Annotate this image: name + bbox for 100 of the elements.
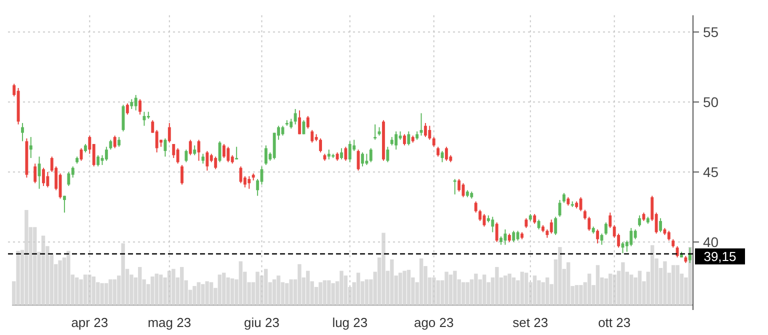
y-tick-label: 55 [703, 24, 719, 40]
bar [579, 285, 583, 305]
bar [196, 282, 201, 305]
candlestick [516, 230, 520, 242]
candlestick [118, 136, 121, 148]
candlestick [226, 146, 230, 163]
bar [532, 276, 537, 305]
candlestick [126, 102, 129, 116]
x-tick-label: giu 23 [244, 315, 280, 330]
candlestick [176, 148, 180, 164]
bar [201, 284, 205, 305]
candlestick [491, 216, 494, 233]
candlestick [474, 200, 478, 214]
bar [596, 265, 600, 305]
bar [230, 278, 234, 305]
bar [382, 232, 386, 305]
candlestick [453, 178, 456, 195]
candlestick [38, 156, 41, 190]
candlestick [197, 139, 200, 162]
bar [474, 274, 478, 305]
bar [364, 279, 369, 305]
bar [66, 250, 70, 305]
candlestick [264, 144, 268, 166]
candlestick [130, 98, 134, 110]
bar [306, 270, 310, 305]
candlestick [478, 209, 482, 222]
candlestick [42, 167, 45, 186]
candlestick [306, 116, 310, 130]
ref-line-label: 39,15 [704, 248, 736, 264]
y-tick-label: 50 [703, 94, 719, 110]
bar [672, 265, 676, 305]
candlestick [444, 146, 448, 162]
bar [495, 267, 499, 305]
candlestick [394, 130, 398, 150]
candlestick [63, 195, 66, 214]
candlestick [214, 156, 218, 170]
bar [92, 276, 96, 305]
candlestick [524, 218, 528, 228]
candlestick [667, 230, 670, 242]
bar [289, 279, 293, 305]
candlestick [188, 139, 192, 156]
x-tick-label: lug 23 [332, 315, 368, 330]
candlestick [138, 98, 142, 116]
candlestick [596, 228, 600, 244]
candlestick [310, 130, 314, 144]
bar [222, 272, 226, 305]
candlestick [659, 218, 662, 233]
bar [75, 277, 79, 305]
candlestick [386, 146, 390, 163]
candlestick [319, 138, 322, 153]
candlestick [206, 150, 209, 172]
bar [24, 210, 28, 305]
candlestick [298, 110, 301, 135]
candlestick [420, 112, 423, 136]
bar [256, 272, 260, 305]
bar [356, 272, 360, 305]
candlestick [608, 212, 612, 228]
bar [41, 236, 46, 305]
bar [33, 227, 37, 305]
candlestick [327, 149, 330, 160]
bar [566, 262, 570, 305]
candlestick [533, 214, 536, 224]
candlestick [344, 146, 348, 162]
bar [205, 281, 209, 305]
bar [318, 282, 322, 305]
bar [524, 272, 528, 305]
candlestick [504, 228, 507, 246]
candlestick [235, 146, 238, 160]
candlestick [67, 172, 70, 186]
bar [192, 286, 196, 305]
bar [159, 274, 163, 305]
bar [285, 283, 289, 305]
candlestick [554, 216, 558, 236]
candlestick [630, 228, 633, 247]
x-tick-label: set 23 [512, 315, 548, 330]
candlestick [458, 178, 461, 192]
candlestick [403, 134, 406, 146]
candlestick [184, 149, 188, 163]
candlestick [428, 125, 432, 140]
bar [121, 243, 125, 305]
candlestick [537, 219, 540, 230]
candlestick [340, 148, 343, 160]
candlestick [134, 94, 138, 111]
bar [218, 274, 222, 305]
bar [461, 282, 466, 305]
candlestick [34, 163, 37, 184]
candlestick [588, 216, 591, 232]
bar [340, 270, 344, 305]
y-tick-label: 45 [703, 164, 719, 180]
bar [16, 250, 20, 305]
candlestick [172, 144, 176, 158]
bar [138, 267, 142, 305]
candlestick [104, 146, 108, 162]
candlestick [222, 144, 226, 158]
bar [298, 264, 302, 305]
candlestick [361, 152, 364, 167]
bar [448, 274, 453, 305]
candlestick [193, 144, 196, 156]
bar [558, 247, 562, 305]
bar [83, 274, 88, 305]
